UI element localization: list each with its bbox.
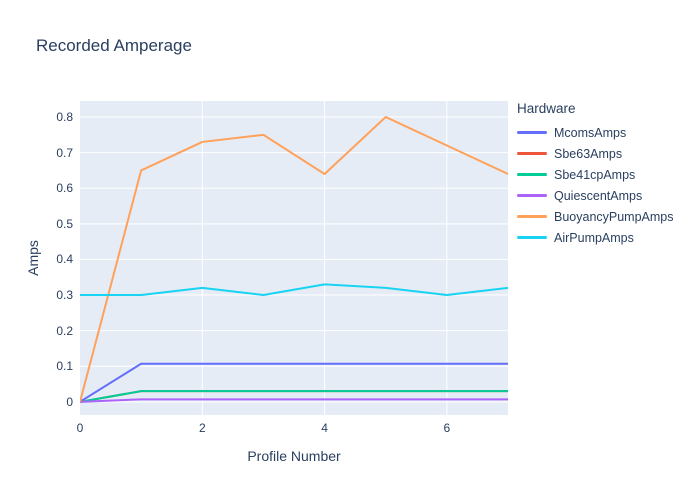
x-tick-label: 4 bbox=[321, 421, 328, 435]
legend-item-BuoyancyPumpAmps[interactable]: BuoyancyPumpAmps bbox=[517, 206, 674, 227]
legend-line-swatch bbox=[517, 194, 547, 197]
y-tick-label: 0.1 bbox=[56, 359, 73, 374]
legend-item-label: McomsAmps bbox=[554, 125, 627, 140]
x-tick-label: 2 bbox=[198, 421, 206, 435]
legend-item-McomsAmps[interactable]: McomsAmps bbox=[517, 122, 674, 143]
legend-item-label: BuoyancyPumpAmps bbox=[554, 209, 674, 224]
plot-area[interactable] bbox=[80, 101, 508, 415]
chart-title: Recorded Amperage bbox=[36, 36, 192, 55]
legend-item-Sbe63Amps[interactable]: Sbe63Amps bbox=[517, 143, 674, 164]
legend-line-swatch bbox=[517, 152, 547, 155]
McomsAmps-line bbox=[80, 362, 508, 403]
legend-item-label: AirPumpAmps bbox=[554, 230, 634, 245]
plot-background bbox=[80, 101, 508, 415]
legend-line-swatch bbox=[517, 173, 547, 176]
x-tick-label: 0 bbox=[76, 421, 84, 435]
legend: Hardware McomsAmps Sbe63Amps Sbe41cpAmps Qu… bbox=[517, 101, 674, 248]
legend-items: McomsAmps Sbe63Amps Sbe41cpAmps QuiescentAm… bbox=[517, 122, 674, 248]
legend-item-QuiescentAmps[interactable]: QuiescentAmps bbox=[517, 185, 674, 206]
Sbe41cpAmps-line bbox=[80, 390, 508, 403]
legend-item-label: Sbe63Amps bbox=[554, 146, 623, 161]
x-tick-label: 6 bbox=[443, 421, 451, 435]
legend-item-label: Sbe41cpAmps bbox=[554, 167, 636, 182]
legend-line-swatch bbox=[517, 131, 547, 134]
legend-item-AirPumpAmps[interactable]: AirPumpAmps bbox=[517, 227, 674, 248]
x-axis-title: Profile Number bbox=[247, 448, 341, 464]
y-tick-label: 0.8 bbox=[56, 110, 73, 125]
legend-item-Sbe41cpAmps[interactable]: Sbe41cpAmps bbox=[517, 164, 674, 185]
AirPumpAmps-line bbox=[80, 283, 508, 297]
y-axis-title: Amps bbox=[25, 240, 41, 276]
QuiescentAmps-line bbox=[80, 398, 508, 403]
y-tick-label: 0.2 bbox=[56, 323, 73, 338]
legend-line-swatch bbox=[517, 236, 547, 239]
y-tick-label: 0.7 bbox=[56, 145, 73, 160]
legend-title: Hardware bbox=[517, 101, 576, 116]
legend-line-swatch bbox=[517, 215, 547, 218]
BuoyancyPumpAmps-line bbox=[80, 116, 508, 403]
y-tick-label: 0.6 bbox=[56, 181, 73, 196]
y-tick-label: 0 bbox=[66, 394, 73, 409]
y-tick-label: 0.5 bbox=[56, 216, 73, 231]
legend-item-label: QuiescentAmps bbox=[554, 188, 643, 203]
y-tick-label: 0.3 bbox=[56, 288, 73, 303]
y-tick-label: 0.4 bbox=[56, 252, 73, 267]
